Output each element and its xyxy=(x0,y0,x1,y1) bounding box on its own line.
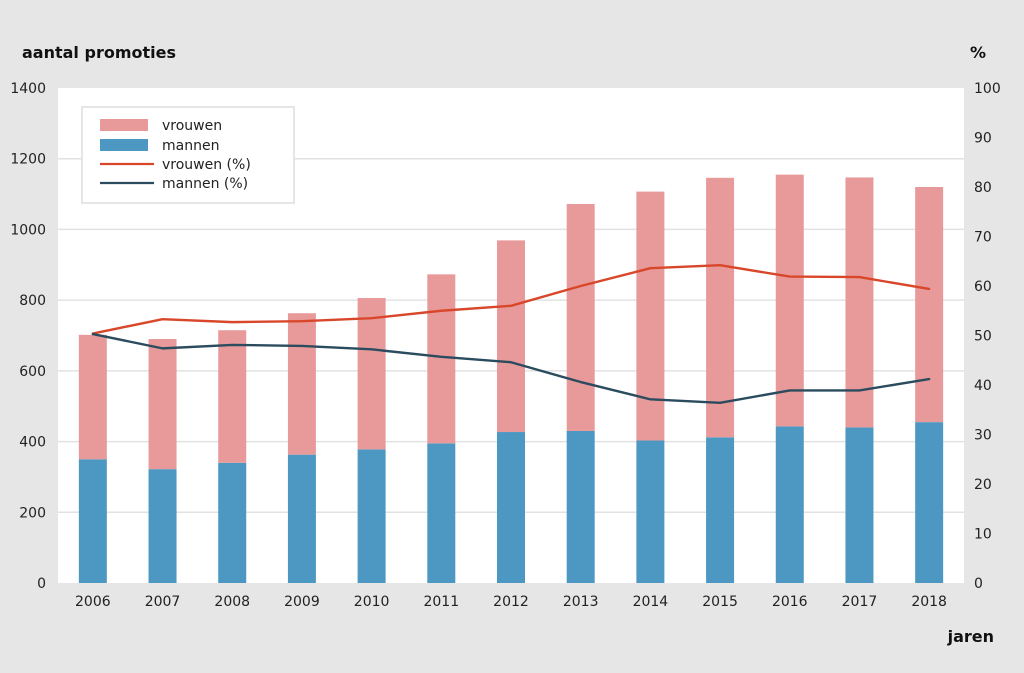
legend-swatch-vrouwen xyxy=(100,119,148,131)
y2-tick-label: 80 xyxy=(974,180,992,196)
x-tick-label: 2006 xyxy=(75,594,111,610)
y-tick-label: 0 xyxy=(37,576,46,592)
bar-vrouwen-2011 xyxy=(427,274,456,444)
bar-mannen-2015 xyxy=(706,437,735,583)
legend-label-vrouwen: vrouwen xyxy=(162,118,222,134)
y2-tick-label: 60 xyxy=(974,279,992,295)
bar-mannen-2008 xyxy=(218,462,247,583)
y2-tick-label: 40 xyxy=(974,378,992,394)
bar-mannen-2013 xyxy=(566,430,595,583)
y2-tick-label: 0 xyxy=(974,576,983,592)
lines xyxy=(91,264,931,405)
y-tick-label: 200 xyxy=(19,505,46,521)
y2-tick-label: 30 xyxy=(974,428,992,444)
x-tick-label: 2010 xyxy=(354,594,390,610)
line-mannen xyxy=(91,332,931,405)
bar-mannen-2018 xyxy=(915,422,944,583)
y-tick-label: 600 xyxy=(19,364,46,380)
legend-label-mannen: mannen xyxy=(162,138,219,154)
x-tick-label: 2013 xyxy=(563,594,599,610)
y2-axis-title: % xyxy=(970,43,986,62)
bar-vrouwen-2006 xyxy=(78,334,107,460)
y-tick-label: 1000 xyxy=(10,222,46,238)
bar-vrouwen-2016 xyxy=(775,174,804,427)
bar-vrouwen-2007 xyxy=(148,339,177,470)
y2-tick-label: 50 xyxy=(974,329,992,345)
bar-vrouwen-2014 xyxy=(636,191,665,441)
y2-tick-label: 90 xyxy=(974,131,992,147)
y-axis-left: 0 200 400 600 800 1000 1200 1400 xyxy=(10,81,46,592)
x-tick-label: 2008 xyxy=(214,594,250,610)
bar-vrouwen-2008 xyxy=(218,330,247,463)
x-axis: 2006 2007 2008 2009 2010 2011 2012 2013 2014 2015… xyxy=(75,594,947,610)
x-tick-label: 2009 xyxy=(284,594,320,610)
y-tick-label: 800 xyxy=(19,293,46,309)
y2-tick-label: 20 xyxy=(974,477,992,493)
bar-vrouwen-2009 xyxy=(287,313,316,455)
bar-mannen-2009 xyxy=(287,454,316,583)
bar-mannen-2017 xyxy=(845,427,874,583)
y-tick-label: 1200 xyxy=(10,152,46,168)
y2-tick-label: 70 xyxy=(974,230,992,246)
bar-vrouwen-2017 xyxy=(845,177,874,428)
x-axis-title: jaren xyxy=(947,627,994,646)
x-tick-label: 2017 xyxy=(842,594,878,610)
bar-mannen-2011 xyxy=(427,443,456,583)
bar-vrouwen-2015 xyxy=(706,177,735,438)
line-vrouwen xyxy=(91,264,931,335)
x-tick-label: 2012 xyxy=(493,594,529,610)
legend-swatch-mannen xyxy=(100,139,148,151)
bar-mannen-2016 xyxy=(775,426,804,583)
x-tick-label: 2014 xyxy=(633,594,669,610)
legend-label-vrouwen-pct: vrouwen (%) xyxy=(162,157,251,173)
x-tick-label: 2018 xyxy=(911,594,947,610)
bar-mannen-2012 xyxy=(497,432,525,583)
bar-vrouwen-2013 xyxy=(566,203,595,431)
x-tick-label: 2016 xyxy=(772,594,808,610)
x-tick-label: 2007 xyxy=(145,594,181,610)
legend-label-mannen-pct: mannen (%) xyxy=(162,176,248,192)
y-tick-label: 1400 xyxy=(10,81,46,97)
legend: vrouwen mannen vrouwen (%) mannen (%) xyxy=(81,106,295,204)
bar-mannen-2007 xyxy=(148,469,177,583)
x-tick-label: 2015 xyxy=(702,594,738,610)
y2-tick-label: 100 xyxy=(974,81,1001,97)
y2-tick-label: 10 xyxy=(974,527,992,543)
bars xyxy=(78,174,944,583)
bar-mannen-2006 xyxy=(78,459,107,583)
y-axis-right: 0 10 20 30 40 50 60 70 80 90 100 xyxy=(974,81,1001,592)
bar-vrouwen-2012 xyxy=(497,240,525,433)
bar-vrouwen-2010 xyxy=(357,298,386,450)
bar-vrouwen-2018 xyxy=(915,187,944,423)
y-axis-title: aantal promoties xyxy=(22,43,176,62)
y-tick-label: 400 xyxy=(19,435,46,451)
x-tick-label: 2011 xyxy=(423,594,459,610)
bar-mannen-2010 xyxy=(357,449,386,583)
bar-mannen-2014 xyxy=(636,440,665,583)
